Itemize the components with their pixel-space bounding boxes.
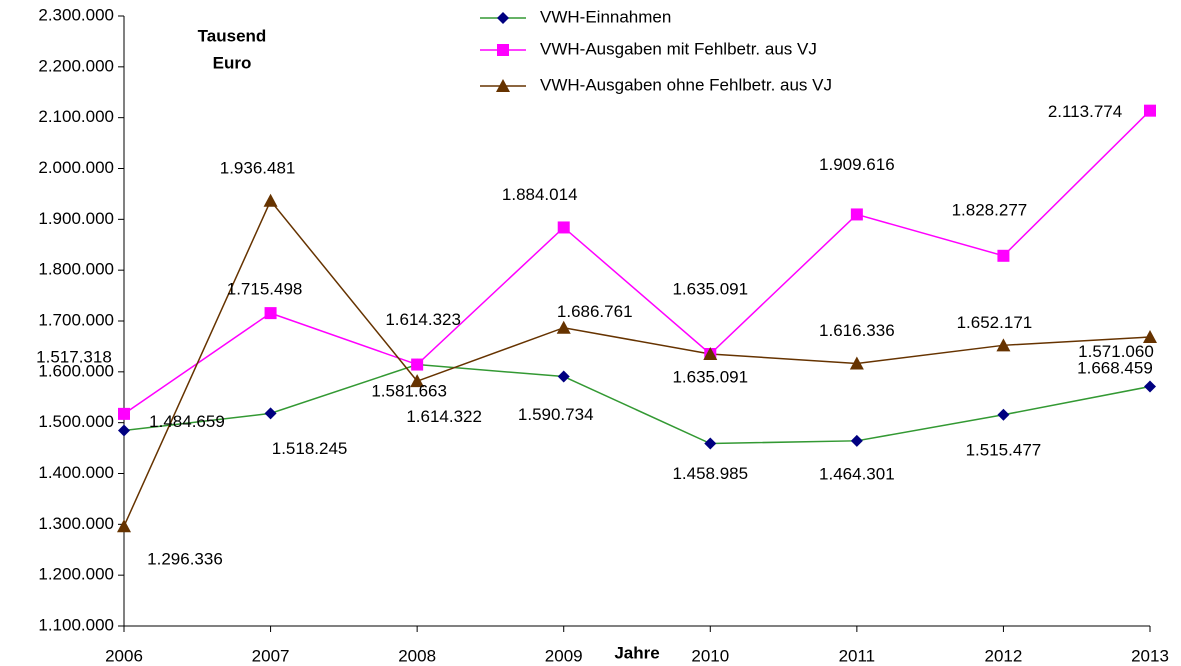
series-line <box>123 199 1151 527</box>
data-label: 1.484.659 <box>149 412 225 431</box>
y-axis-title: Tausend <box>198 26 267 45</box>
x-tick-label: 2008 <box>398 646 436 665</box>
data-point <box>556 320 571 334</box>
data-label: 1.296.336 <box>147 550 223 569</box>
y-tick-label: 1.600.000 <box>38 361 114 380</box>
data-label: 1.614.323 <box>385 310 461 329</box>
data-label: 1.652.171 <box>957 313 1033 332</box>
y-tick-label: 2.200.000 <box>38 56 114 75</box>
x-tick-label: 2011 <box>839 646 876 665</box>
data-point <box>1144 104 1156 117</box>
legend-marker <box>497 12 509 24</box>
data-label: 1.581.663 <box>371 382 447 401</box>
x-tick-label: 2009 <box>545 646 583 665</box>
data-label: 1.464.301 <box>819 464 895 483</box>
data-label: 1.635.091 <box>672 367 748 386</box>
data-point <box>411 358 424 371</box>
data-label: 1.828.277 <box>952 200 1028 219</box>
data-label: 1.515.477 <box>966 440 1042 459</box>
data-point <box>118 424 130 437</box>
data-label: 2.113.774 <box>1048 102 1122 121</box>
y-tick-label: 1.100.000 <box>38 615 114 634</box>
x-tick-label: 2007 <box>252 646 290 665</box>
y-tick-label: 2.000.000 <box>38 158 114 177</box>
data-label: 1.936.481 <box>220 158 296 177</box>
data-point <box>264 307 277 320</box>
legend-marker <box>497 44 509 56</box>
y-tick-label: 1.400.000 <box>38 463 114 482</box>
data-point <box>263 193 278 207</box>
data-label: 1.884.014 <box>502 185 578 204</box>
y-axis-title: Euro <box>213 53 252 72</box>
y-tick-label: 1.300.000 <box>38 514 114 533</box>
data-point <box>1144 380 1156 393</box>
data-point <box>850 434 863 447</box>
data-label: 1.458.985 <box>672 464 748 483</box>
data-point <box>557 221 570 234</box>
data-point <box>1143 330 1157 344</box>
y-tick-label: 1.700.000 <box>38 310 114 329</box>
y-tick-label: 2.100.000 <box>38 107 114 126</box>
x-tick-label: 2013 <box>1131 646 1169 665</box>
x-tick-label: 2006 <box>105 646 143 665</box>
data-point <box>849 356 864 370</box>
data-label: 1.616.336 <box>819 321 895 340</box>
data-point <box>997 408 1010 421</box>
data-point <box>557 370 570 383</box>
data-label: 1.518.245 <box>272 439 348 458</box>
y-tick-label: 1.200.000 <box>38 565 114 584</box>
y-tick-label: 1.500.000 <box>38 412 114 431</box>
data-label: 1.715.498 <box>227 280 303 299</box>
y-tick-label: 1.900.000 <box>38 209 114 228</box>
data-point <box>997 249 1010 262</box>
x-axis-title: Jahre <box>614 643 659 662</box>
legend-label: VWH-Ausgaben ohne Fehlbetr. aus VJ <box>540 75 832 94</box>
data-point <box>118 407 130 420</box>
data-label: 1.571.060 <box>1078 342 1154 361</box>
data-label: 1.517.318 <box>36 347 112 366</box>
data-point <box>996 338 1011 352</box>
data-label: 1.668.459 <box>1077 359 1153 378</box>
data-point <box>117 519 131 533</box>
data-point <box>264 407 277 420</box>
data-point <box>704 437 717 450</box>
data-point <box>703 346 718 360</box>
y-tick-label: 2.300.000 <box>38 5 114 24</box>
series-line <box>123 363 1151 445</box>
legend-label: VWH-Ausgaben mit Fehlbetr. aus VJ <box>540 39 817 58</box>
y-tick-label: 1.800.000 <box>38 260 114 279</box>
series-line <box>123 110 1151 415</box>
data-label: 1.590.734 <box>518 405 594 424</box>
data-label: 1.686.761 <box>557 302 633 321</box>
legend-marker <box>496 79 510 92</box>
legend-label: VWH-Einnahmen <box>540 7 671 26</box>
x-tick-label: 2012 <box>985 646 1023 665</box>
data-label: 1.614.322 <box>406 407 482 426</box>
data-point <box>850 208 863 221</box>
data-label: 1.635.091 <box>672 279 748 298</box>
data-point <box>410 374 425 388</box>
data-label: 1.909.616 <box>819 155 895 174</box>
x-tick-label: 2010 <box>691 646 729 665</box>
